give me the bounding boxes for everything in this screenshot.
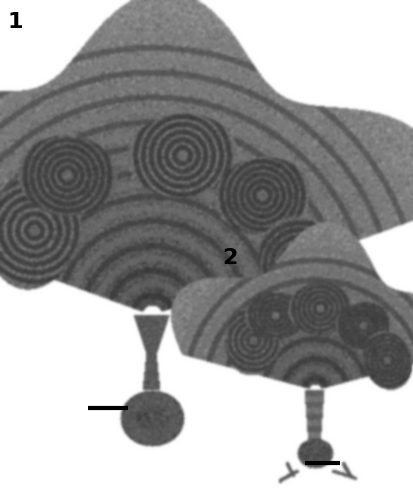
Text: 1: 1: [8, 12, 24, 32]
Text: 2: 2: [221, 248, 237, 268]
